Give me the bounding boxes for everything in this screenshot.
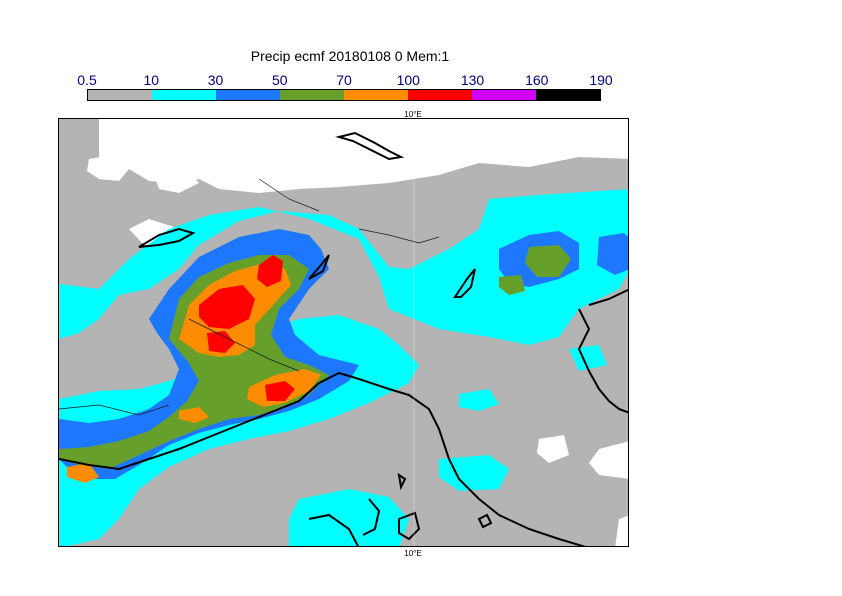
country-borders	[59, 178, 440, 416]
coastlines	[59, 131, 628, 546]
legend-tick: 160	[525, 72, 549, 88]
color-legend-bar	[87, 89, 601, 101]
precipitation-map[interactable]	[58, 118, 629, 547]
legend-tick: 10	[143, 72, 160, 88]
legend-tick: 190	[589, 72, 613, 88]
map-title: Precip ecmf 20180108 0 Mem:1	[250, 48, 450, 64]
legend-tick: 100	[396, 72, 420, 88]
legend-swatch	[472, 90, 536, 100]
legend-swatch	[152, 90, 216, 100]
legend-tick: 0.5	[77, 72, 97, 88]
legend-swatch	[408, 90, 472, 100]
legend-tick: 130	[460, 72, 485, 88]
bottom-longitude-label: 10°E	[404, 549, 422, 558]
legend-tick: 50	[271, 72, 288, 88]
legend-swatch	[88, 90, 152, 100]
legend-tick: 70	[336, 72, 352, 88]
legend-tick: 30	[207, 72, 224, 88]
no-precip-areas	[87, 119, 628, 546]
top-longitude-label: 10°E	[404, 110, 422, 119]
legend-swatch	[536, 90, 600, 100]
legend-swatch	[344, 90, 408, 100]
legend-swatch	[216, 90, 280, 100]
legend-swatch	[280, 90, 344, 100]
legend-tick-labels: 0.5 10 30 50 70 100 130 160 190	[77, 72, 612, 88]
map-canvas	[59, 119, 628, 546]
precip-100-130	[199, 255, 295, 401]
